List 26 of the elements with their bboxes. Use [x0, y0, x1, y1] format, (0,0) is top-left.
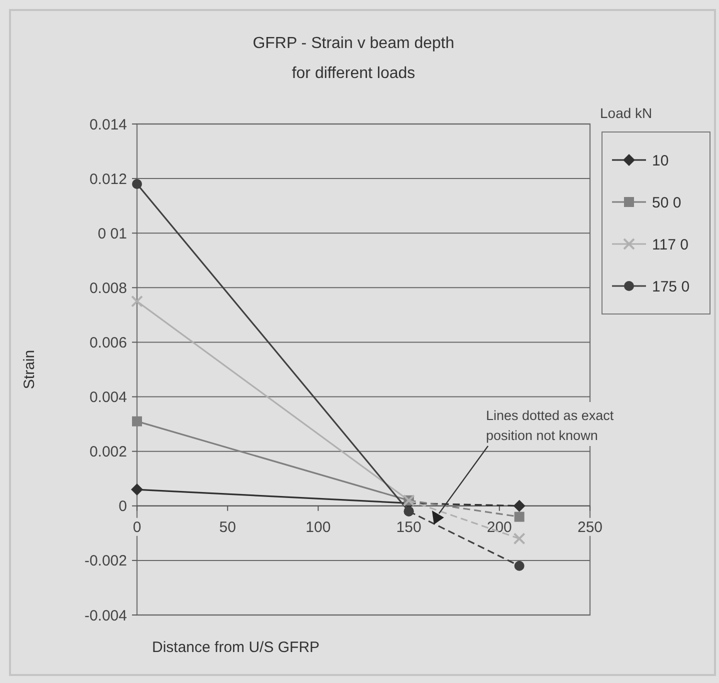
x-tick-label: 200: [486, 518, 512, 536]
y-tick-label: 0.008: [89, 280, 127, 297]
y-tick-label: 0.014: [89, 116, 127, 134]
y-tick-label: -0.004: [84, 607, 127, 624]
y-tick-label: 0 01: [98, 225, 127, 242]
legend-label: 10: [652, 152, 669, 170]
y-tick-label: 0.012: [89, 170, 127, 188]
legend-label: 50 0: [652, 194, 682, 212]
x-tick-label: 0: [132, 518, 142, 536]
y-tick-label: 0.006: [89, 334, 127, 352]
x-tick-label: 250: [577, 518, 603, 536]
x-tick-label: 50: [219, 518, 236, 536]
y-tick-label: 0.004: [89, 389, 127, 406]
x-tick-label: 150: [396, 518, 422, 536]
chart-title: GFRP - Strain v beam depth: [252, 35, 454, 52]
legend-label: 117 0: [652, 236, 688, 254]
chart-subtitle: for different loads: [292, 65, 416, 82]
y-tick-label: 0: [118, 498, 127, 516]
legend-label: 175 0: [652, 278, 690, 296]
x-tick-label: 100: [306, 518, 331, 536]
y-tick-label: -0.002: [84, 552, 127, 570]
y-axis-title: Strain: [21, 350, 38, 390]
annotation: Lines dotted as exact position not known: [486, 408, 614, 443]
legend-title: Load kN: [600, 105, 652, 121]
y-tick-label: 0.002: [89, 444, 127, 461]
x-axis-title: Distance from U/S GFRP: [152, 639, 320, 656]
